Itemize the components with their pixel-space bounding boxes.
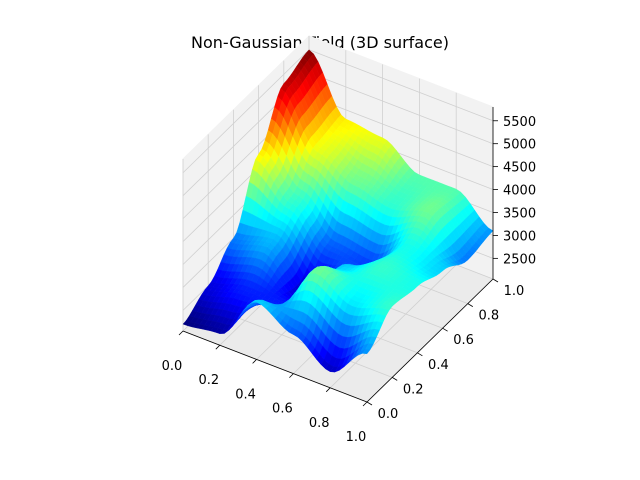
y-axis-line xyxy=(366,278,494,403)
x-tick-mark xyxy=(215,344,221,350)
y-tick-mark xyxy=(391,377,398,381)
axes-lines xyxy=(182,107,494,403)
x-tick-label: 0.0 xyxy=(162,359,183,374)
back-grid-z xyxy=(308,49,494,122)
x-tick-label: 1.0 xyxy=(346,430,367,445)
y-tick-label: 1.0 xyxy=(504,284,525,299)
y-tick-label: 0.0 xyxy=(378,407,399,422)
x-tick-label: 0.2 xyxy=(198,373,219,388)
x-tick-mark xyxy=(289,373,294,378)
z-tick-label: 3500 xyxy=(503,206,536,221)
floor-grid-x xyxy=(329,264,457,389)
y-tick-label: 0.8 xyxy=(478,309,499,324)
tick-labels: 0.0 0.2 0.4 0.6 0.8 1.0 0.0 0.2 0.4 0.6 0.8 1.0 2500… xyxy=(162,115,536,445)
surface-mesh xyxy=(182,49,494,373)
z-tick-label: 5500 xyxy=(503,115,536,130)
surface-facet xyxy=(362,349,371,355)
x-tick-label: 0.4 xyxy=(235,387,256,402)
y-tick-label: 0.2 xyxy=(403,382,424,397)
x-tick-mark xyxy=(178,330,184,336)
x-tick-label: 0.8 xyxy=(309,416,330,431)
z-tick-label: 3000 xyxy=(503,229,536,244)
x-axis-line xyxy=(182,330,368,403)
x-tick-mark xyxy=(252,359,257,364)
back-grid-z xyxy=(308,95,494,167)
y-tick-label: 0.6 xyxy=(453,333,474,348)
x-tick-mark xyxy=(362,401,368,407)
y-tick-label: 0.4 xyxy=(428,358,449,373)
y-tick-mark xyxy=(417,352,423,357)
back-grid-z xyxy=(308,72,494,145)
y-tick-mark xyxy=(442,327,448,332)
z-tick-label: 5000 xyxy=(503,138,536,153)
y-tick-mark xyxy=(492,278,499,283)
y-tick-mark xyxy=(467,303,474,307)
x-tick-mark xyxy=(325,387,331,393)
z-tick-label: 4500 xyxy=(503,161,536,176)
z-tick-label: 2500 xyxy=(503,252,536,267)
y-tick-mark xyxy=(366,401,373,406)
z-tick-label: 4000 xyxy=(503,184,536,199)
x-tick-label: 0.6 xyxy=(272,402,293,417)
side-grid-z xyxy=(182,49,310,174)
